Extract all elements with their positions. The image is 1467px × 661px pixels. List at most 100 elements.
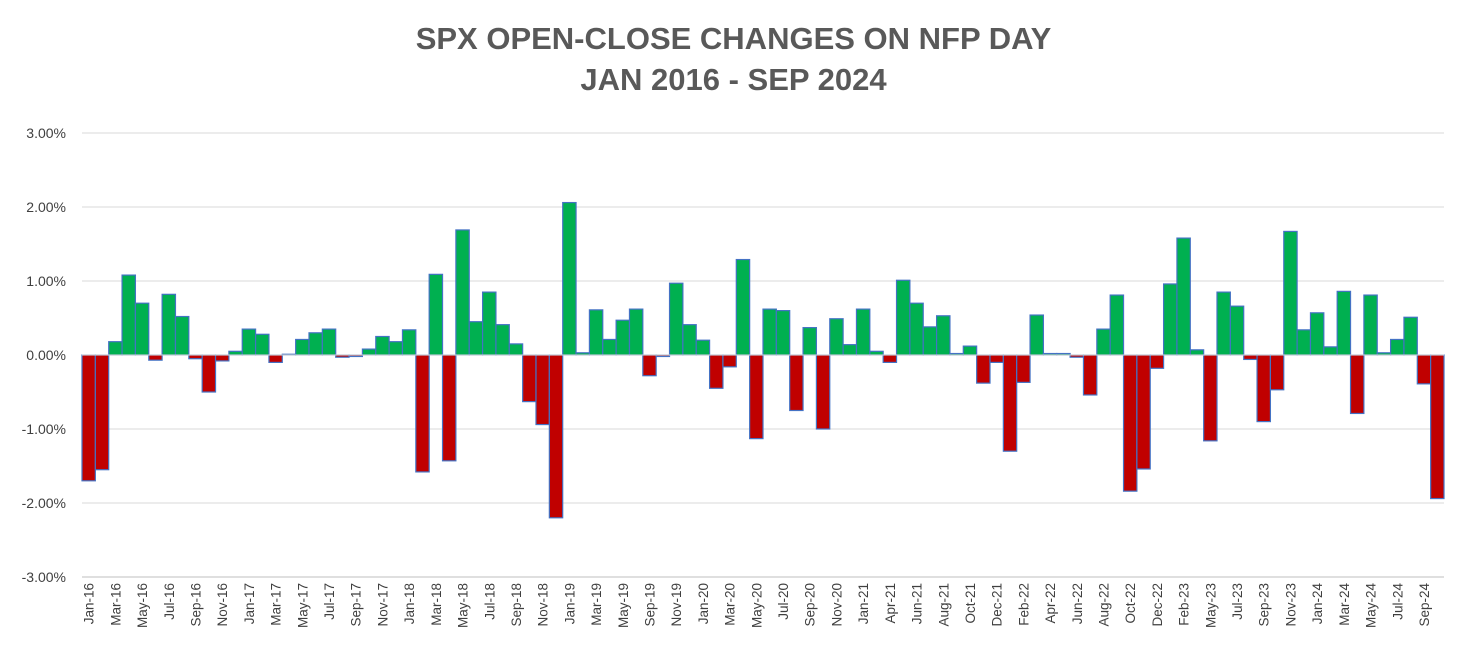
bar bbox=[842, 344, 858, 356]
x-tick-label: May-16 bbox=[135, 583, 150, 628]
bar bbox=[1122, 354, 1138, 492]
x-tick-label: Mar-20 bbox=[723, 583, 738, 626]
bar bbox=[1189, 349, 1205, 356]
x-tick-label: Jul-16 bbox=[162, 583, 177, 620]
bar bbox=[188, 354, 203, 360]
bar bbox=[749, 354, 764, 440]
x-tick-label: Jun-22 bbox=[1070, 583, 1085, 624]
bar bbox=[121, 274, 137, 356]
x-tick-label: Jul-24 bbox=[1390, 583, 1405, 620]
bar bbox=[628, 308, 644, 356]
bar bbox=[468, 321, 484, 356]
bar bbox=[695, 339, 711, 356]
bar bbox=[1149, 354, 1165, 369]
bar bbox=[668, 282, 684, 356]
bar bbox=[829, 318, 844, 356]
y-tick-label: -2.00% bbox=[22, 495, 66, 511]
bar bbox=[1002, 354, 1018, 452]
y-tick-label: 1.00% bbox=[26, 273, 66, 289]
x-tick-label: Nov-19 bbox=[669, 583, 684, 627]
bar bbox=[1256, 354, 1272, 423]
bar bbox=[1416, 354, 1432, 385]
bar bbox=[855, 308, 871, 356]
x-tick-label: Aug-21 bbox=[936, 583, 951, 627]
bar bbox=[295, 338, 310, 356]
y-tick-label: 3.00% bbox=[26, 125, 66, 141]
x-tick-label: Mar-16 bbox=[108, 583, 123, 626]
x-tick-label: Jan-21 bbox=[856, 583, 871, 624]
bar bbox=[1296, 329, 1312, 356]
bar bbox=[1203, 354, 1218, 442]
bar bbox=[428, 273, 444, 356]
x-tick-label: Dec-22 bbox=[1150, 583, 1165, 627]
bar bbox=[762, 308, 777, 356]
x-tick-label: Oct-22 bbox=[1123, 583, 1138, 624]
bar bbox=[241, 328, 257, 356]
x-tick-label: May-20 bbox=[749, 583, 764, 628]
bar bbox=[922, 326, 938, 356]
bar bbox=[642, 354, 657, 377]
bar bbox=[161, 293, 177, 356]
x-tick-label: Jun-21 bbox=[910, 583, 925, 624]
bar bbox=[1336, 290, 1352, 356]
x-tick-label: Nov-18 bbox=[536, 583, 551, 627]
y-tick-label: 2.00% bbox=[26, 199, 66, 215]
bar bbox=[254, 333, 270, 356]
x-tick-label: May-19 bbox=[616, 583, 631, 628]
bar bbox=[1389, 338, 1405, 356]
bar bbox=[708, 354, 724, 389]
x-tick-label: Jan-16 bbox=[82, 583, 97, 624]
y-tick-label: -1.00% bbox=[22, 421, 66, 437]
x-tick-label: Apr-21 bbox=[883, 583, 898, 624]
x-tick-label: Aug-22 bbox=[1097, 583, 1112, 627]
bar bbox=[882, 354, 898, 364]
x-axis-tick-labels: Jan-16 Mar-16 May-16 Jul-16 Sep-16 Nov-16 Jan-… bbox=[82, 583, 1432, 629]
bar bbox=[1403, 316, 1418, 356]
bar bbox=[214, 354, 230, 362]
bar bbox=[1082, 354, 1098, 396]
bar bbox=[1430, 354, 1445, 500]
bar bbox=[935, 315, 951, 356]
x-tick-label: May-23 bbox=[1203, 583, 1218, 628]
x-tick-label: Jul-18 bbox=[482, 583, 497, 620]
x-tick-label: Jan-19 bbox=[562, 583, 577, 624]
bar bbox=[108, 341, 123, 356]
x-tick-label: Sep-19 bbox=[643, 583, 658, 627]
bar bbox=[481, 291, 497, 356]
bar bbox=[1229, 305, 1245, 356]
bar bbox=[895, 279, 911, 356]
bar bbox=[535, 354, 550, 426]
bar bbox=[1283, 230, 1298, 356]
bar bbox=[775, 310, 791, 356]
bar bbox=[308, 332, 323, 356]
bar bbox=[134, 302, 150, 356]
x-tick-label: Dec-21 bbox=[990, 583, 1005, 627]
bar bbox=[722, 354, 737, 368]
bar bbox=[441, 354, 457, 462]
bar bbox=[1136, 354, 1151, 470]
x-tick-label: Nov-23 bbox=[1283, 583, 1298, 627]
bar bbox=[361, 348, 377, 356]
bar bbox=[94, 354, 110, 471]
bar bbox=[201, 354, 217, 393]
x-tick-label: Sep-16 bbox=[189, 583, 204, 627]
x-tick-label: Mar-24 bbox=[1337, 583, 1352, 626]
x-tick-label: May-18 bbox=[456, 583, 471, 628]
x-tick-label: Sep-17 bbox=[349, 583, 364, 627]
x-tick-label: Sep-24 bbox=[1417, 583, 1432, 627]
bar bbox=[415, 354, 430, 473]
x-tick-label: Jul-17 bbox=[322, 583, 337, 620]
bar bbox=[1363, 294, 1378, 356]
bar bbox=[268, 354, 283, 364]
x-tick-label: Jan-18 bbox=[402, 583, 417, 624]
bar bbox=[1323, 346, 1338, 356]
bar bbox=[1349, 354, 1365, 415]
x-tick-label: Mar-17 bbox=[269, 583, 284, 626]
x-tick-label: Mar-18 bbox=[429, 583, 444, 626]
x-tick-label: Sep-20 bbox=[803, 583, 818, 627]
bar bbox=[602, 338, 617, 356]
bar bbox=[976, 354, 991, 384]
bar bbox=[1176, 237, 1191, 356]
bar bbox=[1162, 283, 1178, 356]
